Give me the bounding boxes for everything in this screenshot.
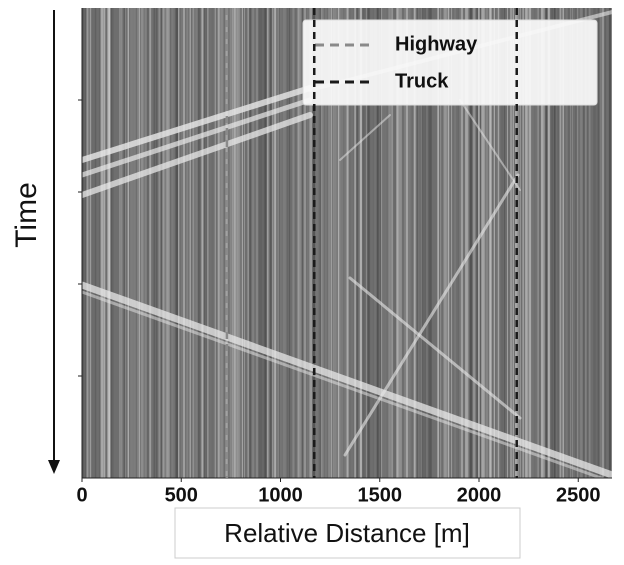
legend-label: Truck: [395, 70, 449, 92]
texture-stripe: [166, 8, 167, 478]
texture-stripe: [104, 8, 105, 478]
texture-stripe: [154, 8, 156, 478]
texture-stripe: [249, 8, 251, 478]
texture-stripe: [265, 8, 266, 478]
texture-stripe: [90, 8, 91, 478]
texture-stripe: [183, 8, 185, 478]
texture-stripe: [238, 8, 239, 478]
texture-stripe: [178, 8, 179, 478]
texture-stripe: [261, 8, 263, 478]
texture-stripe: [272, 8, 274, 478]
texture-stripe: [190, 8, 191, 478]
texture-stripe: [116, 8, 118, 478]
x-axis-label: Relative Distance [m]: [224, 518, 470, 548]
page: Time Relative Distance [m] 0 500 1000 1500 2…: [0, 0, 624, 565]
texture-stripe: [110, 8, 112, 478]
texture-stripe: [602, 8, 604, 478]
texture-stripe: [206, 8, 207, 478]
legend-label: Highway: [395, 33, 478, 55]
texture-stripe: [295, 8, 296, 478]
texture-stripe: [254, 8, 255, 478]
x-tick-label: 0: [76, 484, 87, 506]
texture-stripe: [244, 8, 245, 478]
texture-stripe: [606, 8, 607, 478]
texture-stripe: [207, 8, 208, 478]
texture-stripe: [242, 8, 243, 478]
texture-stripe: [215, 8, 216, 478]
texture-stripe: [239, 8, 240, 478]
y-axis-label: Time: [10, 182, 43, 248]
texture-stripe: [133, 8, 134, 478]
texture-stripe: [162, 8, 164, 478]
texture-stripe: [298, 8, 300, 478]
texture-stripe: [149, 8, 151, 478]
texture-stripe: [158, 8, 160, 478]
texture-stripe: [289, 8, 290, 478]
texture-stripe: [139, 8, 140, 478]
texture-stripe: [119, 8, 121, 478]
texture-stripe: [132, 8, 133, 478]
x-tick-label: 1500: [358, 484, 403, 506]
time-arrow-head: [48, 460, 60, 474]
x-tick-label: 500: [165, 484, 198, 506]
texture-stripe: [147, 8, 148, 478]
texture-stripe: [274, 8, 276, 478]
texture-stripe: [300, 8, 301, 478]
texture-stripe: [195, 8, 197, 478]
texture-stripe: [267, 8, 268, 478]
texture-stripe: [221, 8, 223, 478]
texture-stripe: [211, 8, 212, 478]
texture-stripe: [130, 8, 131, 478]
texture-stripe: [113, 8, 114, 478]
texture-stripe: [232, 8, 233, 478]
x-tick-label: 2500: [556, 484, 601, 506]
texture-stripe: [181, 8, 182, 478]
texture-stripe: [278, 8, 279, 478]
texture-stripe: [280, 8, 282, 478]
texture-stripe: [611, 8, 613, 478]
texture-stripe: [85, 8, 86, 478]
texture-stripe: [121, 8, 122, 478]
texture-stripe: [151, 8, 152, 478]
texture-stripe: [134, 8, 135, 478]
texture-stripe: [96, 8, 97, 478]
chart: Time Relative Distance [m] 0 500 1000 1500 2…: [0, 0, 624, 560]
texture-stripe: [156, 8, 157, 478]
x-tick-label: 2000: [457, 484, 502, 506]
texture-stripe: [186, 8, 188, 478]
texture-stripe: [234, 8, 236, 478]
texture-stripe: [137, 8, 139, 478]
texture-stripe: [128, 8, 129, 478]
texture-stripe: [259, 8, 261, 478]
texture-stripe: [144, 8, 146, 478]
texture-stripe: [198, 8, 199, 478]
texture-stripe: [91, 8, 93, 478]
x-tick-label: 1000: [258, 484, 303, 506]
texture-stripe: [141, 8, 144, 478]
texture-stripe: [201, 8, 203, 478]
texture-stripe: [169, 8, 170, 478]
texture-stripe: [192, 8, 194, 478]
texture-stripe: [609, 8, 611, 478]
texture-stripe: [171, 8, 173, 478]
texture-stripe: [277, 8, 278, 478]
texture-stripe: [204, 8, 205, 478]
texture-stripe: [286, 8, 288, 478]
texture-stripe: [125, 8, 126, 478]
texture-stripe: [218, 8, 220, 478]
texture-stripe: [600, 8, 601, 478]
texture-stripe: [175, 8, 178, 478]
texture-stripe: [86, 8, 88, 478]
texture-stripe: [256, 8, 258, 478]
